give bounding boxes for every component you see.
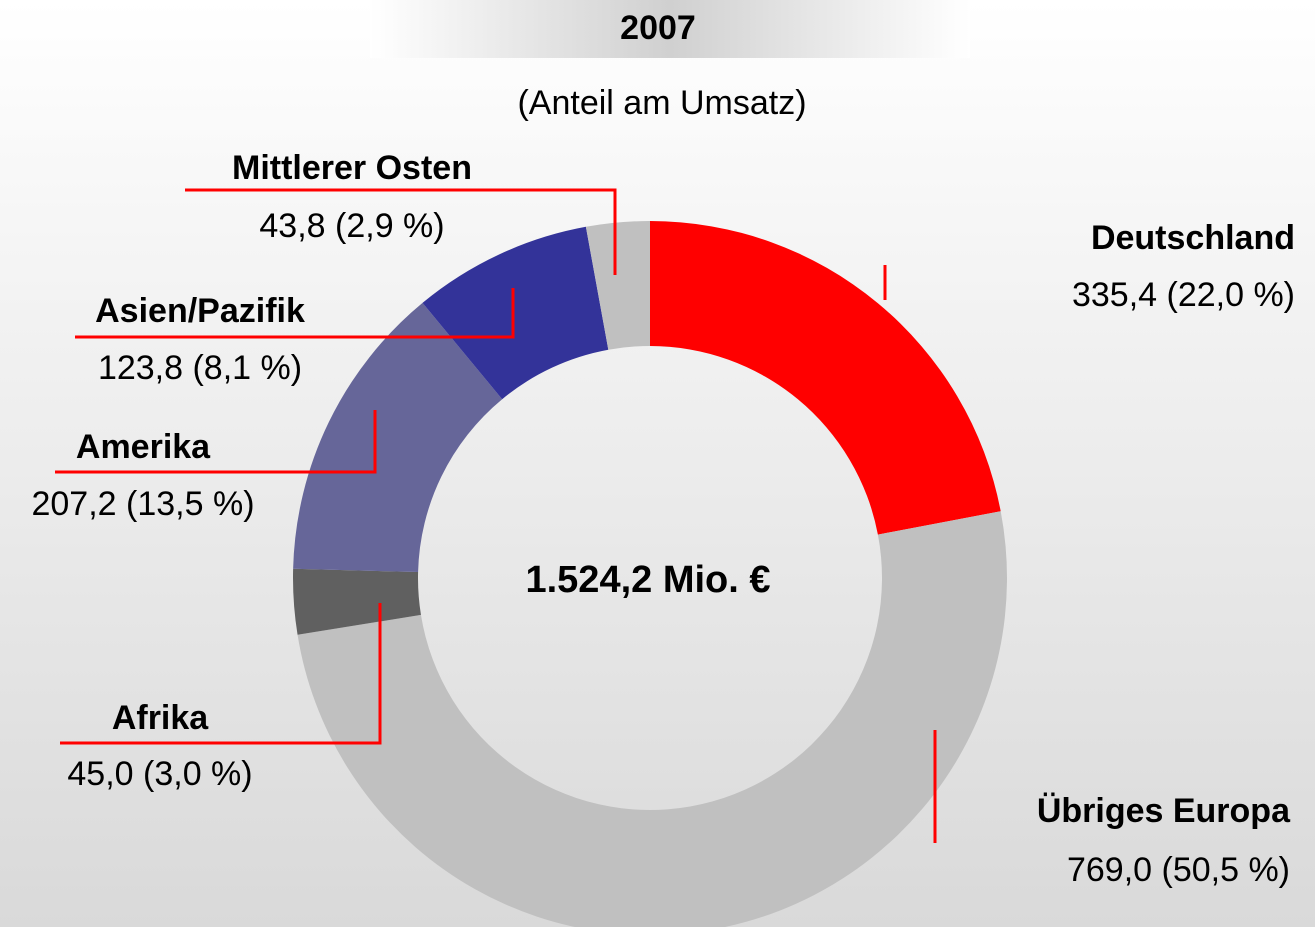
- title-band: [370, 0, 970, 58]
- slice: [293, 302, 503, 573]
- chart-title: 2007: [620, 9, 696, 47]
- leader-line: [75, 288, 515, 339]
- category-label: Übriges Europa: [1037, 792, 1291, 830]
- value-label: 769,0 (50,5 %): [1067, 851, 1290, 889]
- value-label: 335,4 (22,0 %): [1072, 276, 1295, 314]
- slice: [650, 221, 1001, 535]
- center-label: 1.524,2 Mio. €: [525, 559, 770, 601]
- slice: [297, 511, 1007, 927]
- chart-subtitle: (Anteil am Umsatz): [517, 84, 806, 122]
- value-label: 45,0 (3,0 %): [67, 755, 252, 793]
- slice: [422, 226, 609, 400]
- category-label: Amerika: [76, 428, 211, 466]
- leader-line: [60, 603, 382, 745]
- value-label: 123,8 (8,1 %): [98, 349, 302, 387]
- category-label: Mittlerer Osten: [232, 149, 472, 187]
- category-label: Afrika: [112, 699, 209, 737]
- category-label: Asien/Pazifik: [95, 292, 305, 330]
- leader-line: [55, 410, 377, 474]
- slice: [585, 221, 650, 350]
- slice: [292, 568, 421, 635]
- value-label: 43,8 (2,9 %): [259, 207, 444, 245]
- leader-line: [185, 188, 617, 275]
- category-label: Deutschland: [1091, 219, 1295, 257]
- value-label: 207,2 (13,5 %): [31, 485, 254, 523]
- slices: [292, 221, 1007, 927]
